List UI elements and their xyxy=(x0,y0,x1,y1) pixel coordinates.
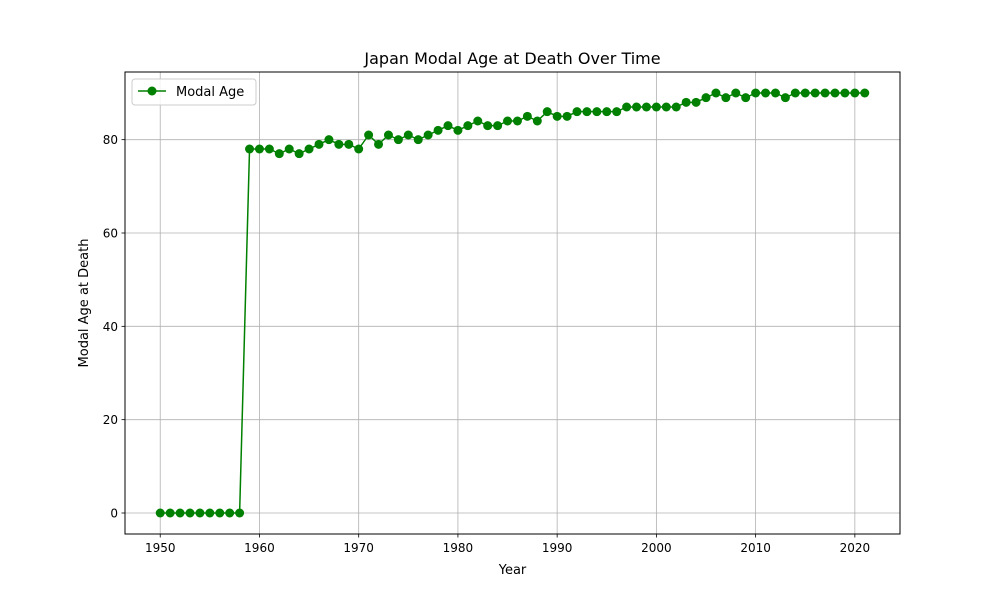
data-point xyxy=(721,93,731,103)
legend-marker-sample xyxy=(147,86,157,96)
data-point xyxy=(790,88,800,98)
y-tick-label: 20 xyxy=(103,413,118,427)
data-point xyxy=(691,97,701,107)
data-point xyxy=(473,116,483,126)
data-point xyxy=(850,88,860,98)
data-point xyxy=(374,139,384,149)
y-tick-label: 80 xyxy=(103,133,118,147)
data-point xyxy=(493,121,503,131)
data-point xyxy=(433,125,443,135)
data-point xyxy=(195,508,205,518)
data-point xyxy=(314,139,324,149)
data-point xyxy=(205,508,215,518)
x-axis-ticks: 1950 1960 1970 1980 1990 2000 2010 2020 xyxy=(145,534,870,555)
data-point xyxy=(671,102,681,112)
data-point xyxy=(592,107,602,117)
data-point xyxy=(324,135,334,145)
legend-box xyxy=(131,78,257,106)
data-point xyxy=(304,144,314,154)
data-point xyxy=(354,144,364,154)
x-tick-label: 2020 xyxy=(840,541,871,555)
x-tick-label: 1950 xyxy=(145,541,176,555)
data-point xyxy=(245,144,255,154)
data-point xyxy=(780,93,790,103)
data-point xyxy=(622,102,632,112)
data-point xyxy=(165,508,175,518)
y-tick-label: 0 xyxy=(110,507,118,521)
data-point xyxy=(711,88,721,98)
data-point xyxy=(185,508,195,518)
data-point xyxy=(225,508,235,518)
data-point xyxy=(810,88,820,98)
data-point xyxy=(443,121,453,131)
data-point xyxy=(820,88,830,98)
data-point xyxy=(294,149,304,159)
data-point xyxy=(632,102,642,112)
data-point xyxy=(393,135,403,145)
data-point xyxy=(701,93,711,103)
data-point xyxy=(274,149,284,159)
y-tick-label: 60 xyxy=(103,227,118,241)
x-tick-label: 1970 xyxy=(343,541,374,555)
data-point xyxy=(770,88,780,98)
data-point xyxy=(463,121,473,131)
data-point xyxy=(572,107,582,117)
data-point xyxy=(522,111,532,121)
data-point xyxy=(383,130,393,140)
legend: Modal Age xyxy=(131,78,257,106)
data-point xyxy=(681,97,691,107)
data-point xyxy=(542,107,552,117)
data-point xyxy=(364,130,374,140)
data-point xyxy=(423,130,433,140)
data-point xyxy=(503,116,513,126)
y-axis-label: Modal Age at Death xyxy=(77,239,92,368)
data-point xyxy=(532,116,542,126)
data-point xyxy=(254,144,264,154)
chart-title: Japan Modal Age at Death Over Time xyxy=(363,49,660,68)
x-tick-label: 2010 xyxy=(740,541,771,555)
data-point xyxy=(334,139,344,149)
data-point xyxy=(453,125,463,135)
data-point xyxy=(800,88,810,98)
data-point xyxy=(562,111,572,121)
data-point xyxy=(741,93,751,103)
x-tick-label: 2000 xyxy=(641,541,672,555)
data-point xyxy=(651,102,661,112)
data-point xyxy=(751,88,761,98)
data-point xyxy=(552,111,562,121)
data-point xyxy=(235,508,245,518)
x-tick-label: 1960 xyxy=(244,541,275,555)
data-point xyxy=(155,508,165,518)
data-point xyxy=(344,139,354,149)
data-point xyxy=(840,88,850,98)
data-point xyxy=(264,144,274,154)
legend-label: Modal Age xyxy=(176,85,244,100)
data-point xyxy=(512,116,522,126)
data-point xyxy=(860,88,870,98)
data-point xyxy=(284,144,294,154)
data-point xyxy=(612,107,622,117)
x-tick-label: 1990 xyxy=(542,541,573,555)
y-tick-label: 40 xyxy=(103,320,118,334)
x-tick-label: 1980 xyxy=(443,541,474,555)
y-axis-ticks: 0 20 40 60 80 xyxy=(103,133,125,521)
data-point xyxy=(761,88,771,98)
data-point xyxy=(403,130,413,140)
data-point xyxy=(215,508,225,518)
series-layer xyxy=(155,88,870,518)
data-point xyxy=(641,102,651,112)
data-point xyxy=(413,135,423,145)
data-point xyxy=(661,102,671,112)
data-point xyxy=(602,107,612,117)
data-point xyxy=(830,88,840,98)
data-point xyxy=(483,121,493,131)
x-axis-label: Year xyxy=(498,563,527,578)
data-point xyxy=(731,88,741,98)
data-point xyxy=(175,508,185,518)
data-point xyxy=(582,107,592,117)
plot-area-frame xyxy=(124,71,901,535)
